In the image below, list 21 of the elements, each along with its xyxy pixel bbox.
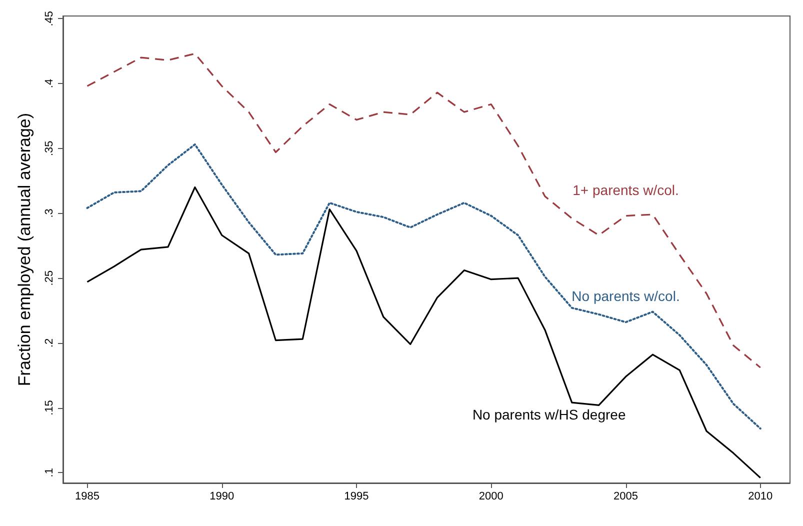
line-series: [86, 143, 762, 430]
x-tick-label: 1995: [344, 490, 369, 502]
y-tick-label: .45: [44, 10, 56, 26]
y-tick-label: .1: [44, 468, 56, 478]
x-tick-label: 2010: [748, 490, 773, 502]
y-tick-label: .35: [44, 140, 56, 156]
series-label: No parents w/col.: [572, 288, 680, 304]
y-tick-label: .15: [44, 400, 56, 416]
line-series: [86, 52, 762, 368]
y-tick-label: .2: [44, 338, 56, 348]
x-tick-label: 1985: [74, 490, 100, 502]
line-series: [86, 186, 762, 479]
x-tick-label: 2005: [614, 490, 638, 502]
y-tick-label: .25: [44, 270, 56, 286]
y-axis-title: Fraction employed (annual average): [15, 112, 34, 386]
y-tick-label: .4: [44, 78, 56, 88]
x-tick-label: 2000: [478, 490, 504, 502]
series-label: No parents w/HS degree: [472, 406, 626, 423]
series-label: 1+ parents w/col.: [572, 182, 679, 198]
y-tick-label: .3: [44, 208, 56, 218]
x-tick-label: 1990: [210, 490, 234, 502]
